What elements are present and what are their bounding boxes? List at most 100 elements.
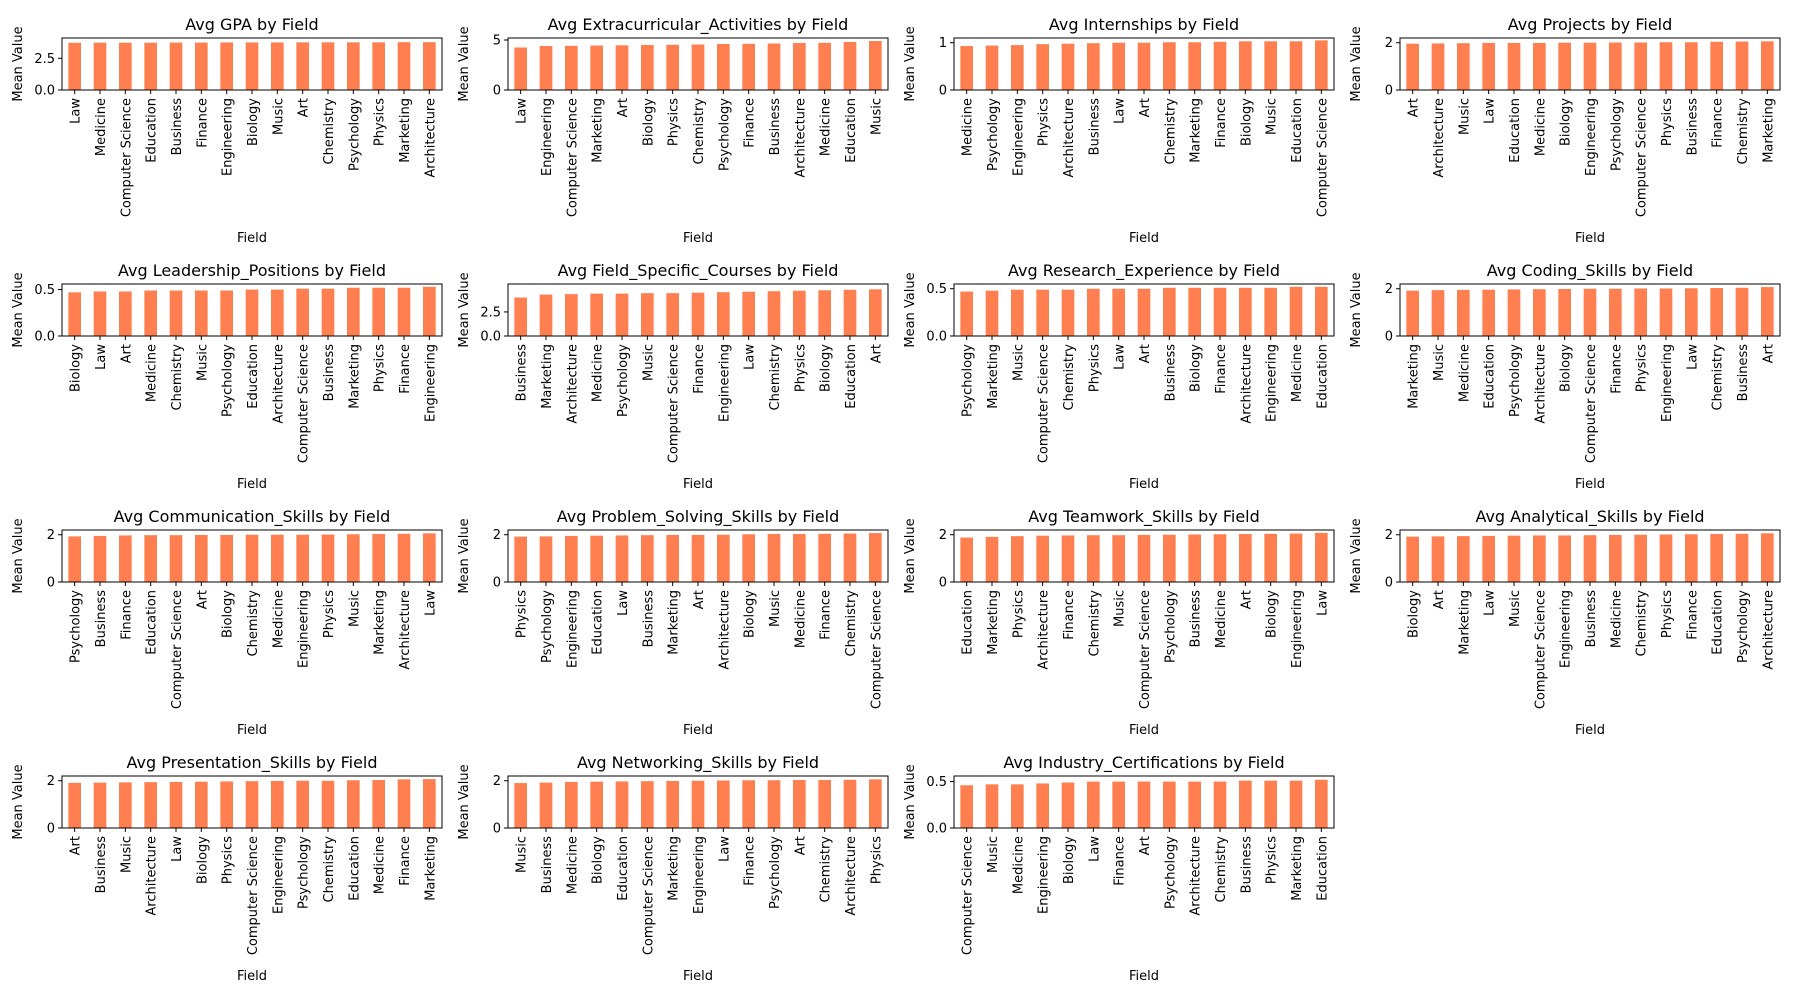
bar	[1239, 780, 1252, 828]
x-tick-label: Business	[170, 98, 185, 156]
x-tick-label: Engineering	[692, 836, 707, 914]
bar	[1264, 780, 1277, 828]
bar	[1735, 533, 1749, 582]
bar	[985, 536, 999, 582]
bar	[1163, 534, 1176, 582]
x-tick-label: Architecture	[793, 98, 808, 178]
x-tick-label: Finance	[1214, 344, 1229, 394]
x-tick-label: Chemistry	[692, 98, 707, 165]
bar	[423, 533, 436, 582]
x-tick-label: Biology	[221, 590, 236, 638]
plot-frame	[1399, 283, 1781, 337]
x-tick-label: Computer Science	[1037, 344, 1052, 463]
x-tick-label: Psychology	[961, 344, 976, 417]
bar	[691, 44, 705, 90]
x-tick-label: Architecture	[1239, 344, 1254, 424]
bar	[742, 534, 755, 582]
y-tick-label: 0	[493, 576, 501, 591]
x-tick-label: Education	[1508, 98, 1523, 163]
x-tick-label: Engineering	[423, 344, 438, 422]
x-tick-label: Psychology	[1163, 836, 1178, 909]
bar	[119, 291, 132, 336]
chart-title: Avg Industry_Certifications by Field	[1003, 753, 1284, 773]
bar	[119, 782, 132, 828]
x-tick-label: Biology	[641, 98, 656, 146]
bar	[717, 44, 730, 90]
x-tick-label: Physics	[1660, 98, 1675, 146]
x-tick-label: Law	[94, 344, 109, 370]
x-tick-label: Chemistry	[1062, 344, 1077, 411]
bar	[245, 781, 259, 828]
bar	[1213, 534, 1227, 582]
subplot: Avg Teamwork_Skills by Field Mean Value Fi…	[903, 507, 1335, 738]
x-tick-label: Business	[1736, 344, 1751, 402]
bar	[1137, 288, 1151, 336]
bar	[93, 291, 107, 336]
x-tick-label: Law	[69, 98, 84, 124]
x-tick-label: Engineering	[297, 590, 312, 668]
bar	[1011, 536, 1024, 582]
y-tick-label: 0.5	[926, 282, 947, 297]
bar	[514, 47, 527, 90]
x-tick-label: Physics	[1087, 344, 1102, 392]
subplot: Avg Problem_Solving_Skills by Field Mean …	[457, 507, 889, 738]
bar	[793, 780, 806, 828]
x-tick-label: Engineering	[271, 836, 286, 914]
x-tick-label: Physics	[667, 98, 682, 146]
bar	[1011, 289, 1024, 336]
x-tick-label: Medicine	[94, 98, 109, 156]
y-tick-label: 0.5	[926, 775, 947, 790]
bar	[641, 535, 654, 582]
bar	[1315, 286, 1328, 336]
x-tick-label: Psychology	[1609, 98, 1624, 171]
bar	[144, 535, 157, 582]
x-tick-label: Physics	[373, 344, 388, 392]
x-tick-label: Computer Science	[1533, 590, 1548, 709]
plot-frame	[61, 37, 443, 91]
bar	[1583, 288, 1597, 336]
bar	[423, 779, 436, 828]
y-tick-label: 2	[493, 528, 501, 543]
bar	[1685, 534, 1698, 582]
bar	[144, 290, 157, 336]
bar	[1163, 781, 1176, 828]
y-axis-label: Mean Value	[1349, 272, 1364, 347]
bar	[195, 534, 208, 582]
x-tick-label: Marketing	[1457, 590, 1472, 655]
x-tick-label: Marketing	[347, 344, 362, 409]
x-tick-label: Psychology	[540, 590, 555, 663]
y-tick-label: 0	[493, 84, 501, 99]
bar	[1264, 287, 1277, 336]
x-tick-label: Law	[743, 344, 758, 370]
chart-title: Avg GPA by Field	[185, 15, 318, 34]
subplot: Avg Presentation_Skills by Field Mean Val…	[11, 753, 443, 984]
x-axis-label: Field	[683, 723, 713, 738]
x-tick-label: Art	[119, 344, 134, 363]
bar	[1609, 288, 1622, 336]
x-tick-label: Chemistry	[322, 98, 337, 165]
bar	[169, 535, 183, 582]
chart-title: Avg Analytical_Skills by Field	[1475, 507, 1704, 527]
x-tick-label: Finance	[692, 344, 707, 394]
x-tick-label: Physics	[515, 590, 530, 638]
bar	[1533, 289, 1546, 336]
x-tick-label: Business	[1685, 98, 1700, 156]
bar	[245, 534, 259, 582]
bar	[742, 43, 755, 90]
x-tick-label: Biology	[69, 344, 84, 392]
y-axis-label: Mean Value	[11, 764, 26, 839]
x-tick-label: Finance	[1113, 836, 1128, 886]
subplot: Avg Internships by Field Mean Value Field M…	[903, 15, 1335, 246]
x-tick-label: Computer Science	[1138, 590, 1153, 709]
subplot: Avg Analytical_Skills by Field Mean Value…	[1349, 507, 1781, 738]
bar	[742, 291, 755, 336]
x-tick-label: Psychology	[616, 344, 631, 417]
y-axis-label: Mean Value	[903, 272, 918, 347]
x-tick-label: Engineering	[1037, 836, 1052, 914]
x-tick-label: Chemistry	[1711, 344, 1726, 411]
bar	[1457, 536, 1470, 582]
bar	[1761, 533, 1774, 582]
bar	[195, 42, 208, 90]
bar	[1685, 42, 1698, 90]
plot-frame	[953, 283, 1335, 337]
